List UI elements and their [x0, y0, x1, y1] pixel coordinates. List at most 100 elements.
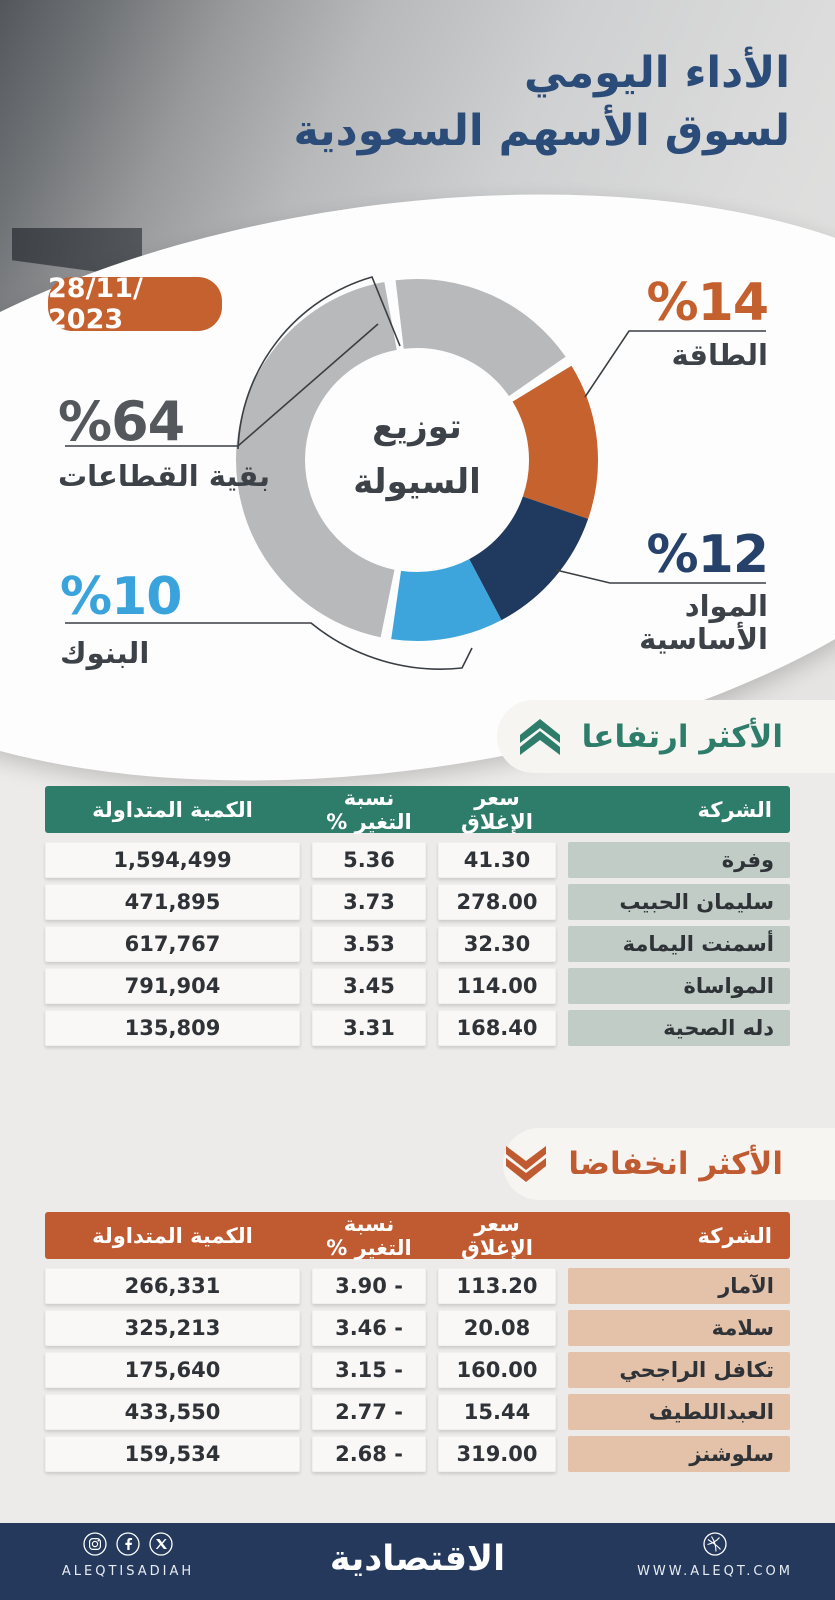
column-header-volume: الكمية المتداولة [92, 1224, 253, 1248]
table-row: أسمنت اليمامة 32.30 3.53 617,767 [45, 926, 790, 962]
basic-materials-label: المواد الأساسية [639, 588, 768, 656]
losers-table-rows: الآمار 113.20 3.90 - 266,331 سلامة 20.08… [45, 1268, 790, 1472]
donut-chart [65, 276, 766, 670]
footer: ALEQTISADIAH الاقتصادية WWW.ALEQT.COM [0, 1523, 835, 1600]
change-cell: 3.31 [312, 1010, 426, 1046]
table-row: العبداللطيف 15.44 2.77 - 433,550 [45, 1394, 790, 1430]
donut-center-label: توزيع السيولة [307, 400, 527, 510]
gainers-section-title: الأكثر ارتفاعا [581, 718, 783, 755]
volume-cell: 791,904 [45, 968, 300, 1004]
column-header-volume: الكمية المتداولة [92, 798, 253, 822]
callout-basic-materials: %12 المواد الأساسية [566, 525, 769, 656]
leader-line-basic-materials [555, 569, 766, 584]
company-cell: تكافل الراجحي [568, 1352, 790, 1388]
donut-center-line1: توزيع [372, 407, 462, 447]
banks-percent: %10 [60, 567, 182, 627]
volume-cell: 266,331 [45, 1268, 300, 1304]
volume-cell: 135,809 [45, 1010, 300, 1046]
column-header-change-percent: نسبة التغير % [326, 1212, 412, 1260]
close-price-cell: 20.08 [438, 1310, 556, 1346]
close-price-cell: 15.44 [438, 1394, 556, 1430]
losers-section-title: الأكثر انخفاضا [568, 1146, 783, 1182]
company-cell: الآمار [568, 1268, 790, 1304]
company-cell: سلوشنز [568, 1436, 790, 1472]
facebook-icon [116, 1532, 140, 1556]
volume-cell: 159,534 [45, 1436, 300, 1472]
double-chevron-down-icon [506, 1146, 547, 1182]
gainers-section-header: الأكثر ارتفاعا [497, 700, 835, 773]
callout-energy: %14 الطاقة [566, 273, 769, 372]
footer-website-url: WWW.ALEQT.COM [637, 1564, 793, 1579]
callout-leader-lines [65, 276, 766, 670]
energy-percent: %14 [646, 273, 769, 333]
page-title-line2: لسوق الأسهم السعودية [293, 106, 790, 157]
company-cell: سلامة [568, 1310, 790, 1346]
footer-website-icon [625, 1532, 805, 1558]
change-cell: 3.15 - [312, 1352, 426, 1388]
date-badge: 28/11/ 2023 [48, 273, 222, 335]
volume-cell: 175,640 [45, 1352, 300, 1388]
company-cell: المواساة [568, 968, 790, 1004]
x-twitter-icon [149, 1532, 173, 1556]
footer-website-block: WWW.ALEQT.COM [625, 1532, 805, 1579]
change-cell: 3.73 [312, 884, 426, 920]
gainers-table: الشركة سعر الإغلاق نسبة التغير % الكمية … [45, 786, 790, 1046]
basic-materials-percent: %12 [646, 525, 769, 585]
double-chevron-up-icon [519, 718, 560, 755]
volume-cell: 325,213 [45, 1310, 300, 1346]
table-row: سلوشنز 319.00 2.68 - 159,534 [45, 1436, 790, 1472]
company-cell: سليمان الحبيب [568, 884, 790, 920]
gainers-table-header: الشركة سعر الإغلاق نسبة التغير % الكمية … [45, 786, 790, 834]
change-cell: 3.53 [312, 926, 426, 962]
company-cell: دله الصحية [568, 1010, 790, 1046]
column-header-close-price: سعر الإغلاق [461, 1212, 533, 1260]
callout-banks: %10 البنوك [60, 567, 182, 670]
other-sectors-label: بقية القطاعات [58, 458, 270, 493]
close-price-cell: 113.20 [438, 1268, 556, 1304]
donut-center-line2: السيولة [353, 462, 481, 502]
close-price-cell: 278.00 [438, 884, 556, 920]
leader-line-energy [584, 330, 766, 398]
table-row: الآمار 113.20 3.90 - 266,331 [45, 1268, 790, 1304]
volume-cell: 617,767 [45, 926, 300, 962]
change-cell: 3.90 - [312, 1268, 426, 1304]
close-price-cell: 168.40 [438, 1010, 556, 1046]
other-sectors-percent: %64 [58, 390, 185, 453]
footer-social-block: ALEQTISADIAH [38, 1532, 218, 1579]
column-header-company: الشركة [697, 798, 772, 822]
change-cell: 2.68 - [312, 1436, 426, 1472]
close-price-cell: 32.30 [438, 926, 556, 962]
close-price-cell: 114.00 [438, 968, 556, 1004]
table-row: وفرة 41.30 5.36 1,594,499 [45, 842, 790, 878]
change-cell: 3.46 - [312, 1310, 426, 1346]
close-price-cell: 319.00 [438, 1436, 556, 1472]
instagram-icon [83, 1532, 107, 1556]
table-row: المواساة 114.00 3.45 791,904 [45, 968, 790, 1004]
change-cell: 2.77 - [312, 1394, 426, 1430]
donut-segments [236, 279, 598, 641]
company-cell: وفرة [568, 842, 790, 878]
losers-table: الشركة سعر الإغلاق نسبة التغير % الكمية … [45, 1212, 790, 1472]
gainers-table-rows: وفرة 41.30 5.36 1,594,499 سليمان الحبيب … [45, 842, 790, 1046]
brand-logo: الاقتصادية [329, 1539, 506, 1579]
column-header-company: الشركة [697, 1224, 772, 1248]
volume-cell: 433,550 [45, 1394, 300, 1430]
leader-line-banks [65, 622, 473, 670]
volume-cell: 1,594,499 [45, 842, 300, 878]
losers-section-header: الأكثر انخفاضا [503, 1128, 835, 1200]
page-title: الأداء اليومي لسوق الأسهم السعودية [190, 44, 790, 160]
table-row: تكافل الراجحي 160.00 3.15 - 175,640 [45, 1352, 790, 1388]
footer-social-handle: ALEQTISADIAH [61, 1564, 195, 1579]
change-cell: 3.45 [312, 968, 426, 1004]
table-row: سليمان الحبيب 278.00 3.73 471,895 [45, 884, 790, 920]
company-cell: العبداللطيف [568, 1394, 790, 1430]
change-cell: 5.36 [312, 842, 426, 878]
banks-label: البنوك [60, 635, 150, 670]
energy-label: الطاقة [671, 337, 768, 372]
table-row: دله الصحية 168.40 3.31 135,809 [45, 1010, 790, 1046]
globe-icon [703, 1532, 727, 1556]
callout-other-sectors: %64 بقية القطاعات [58, 390, 270, 493]
page-title-line1: الأداء اليومي [523, 48, 790, 98]
footer-social-icons [38, 1532, 218, 1558]
column-header-change-percent: نسبة التغير % [326, 786, 412, 834]
